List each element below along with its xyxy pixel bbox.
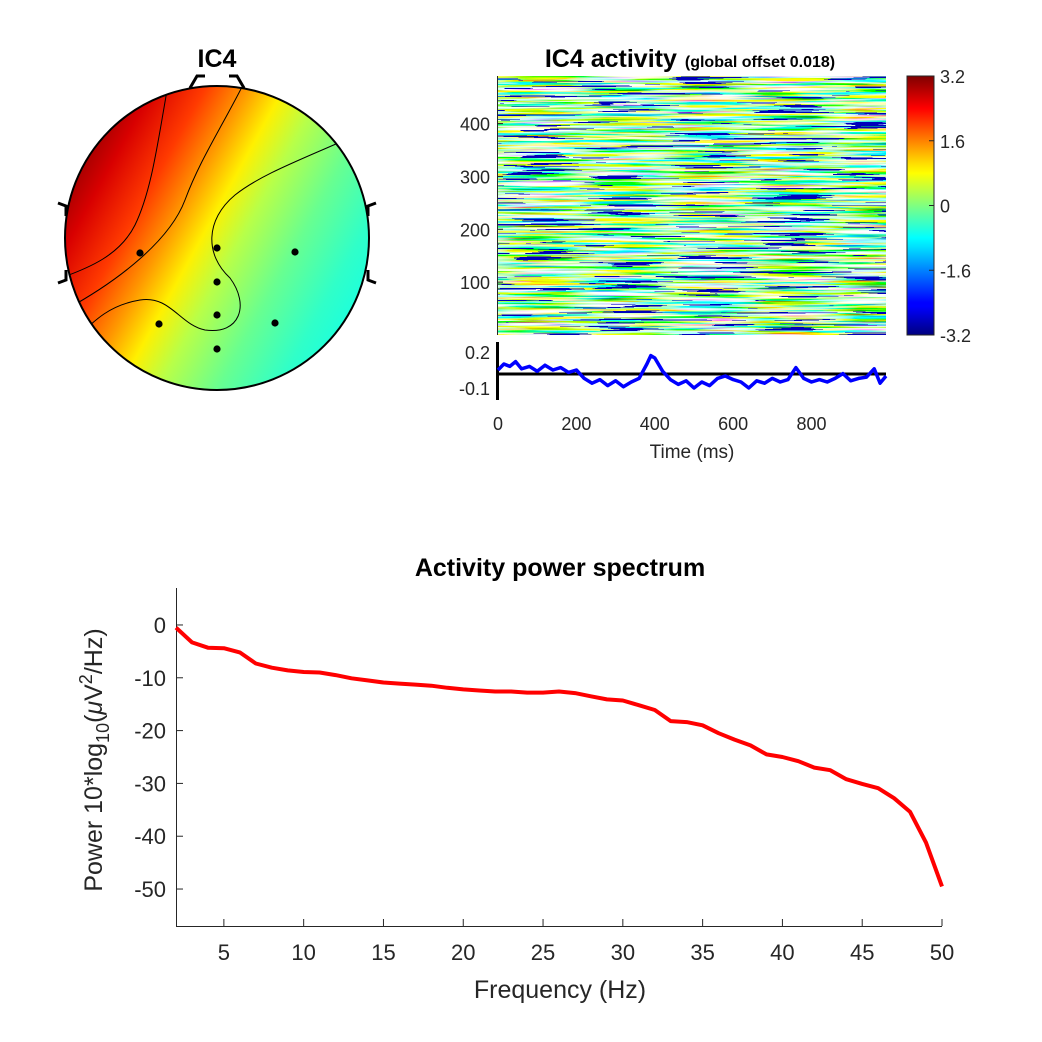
ylabel-superscript: 2: [76, 674, 96, 684]
colorbar-ticks: 3.2 1.6 0 -1.6 -3.2: [929, 67, 971, 346]
electrode-dot: [213, 345, 221, 353]
ylabel-mu: μ: [80, 701, 108, 716]
spectrum-y-tick-label: -40: [134, 824, 166, 849]
left-ear-icon: [57, 270, 68, 285]
electrode-dot: [155, 320, 163, 328]
spectrum-line: [174, 626, 944, 888]
colorbar-tick-label: -3.2: [940, 326, 971, 346]
spectrum-x-tick-label: 15: [371, 940, 395, 965]
colorbar-tick-label: 0: [940, 197, 950, 217]
topoplot: IC4: [57, 45, 377, 391]
ylabel-part: (: [80, 714, 108, 723]
erp-title-main: IC4 activity: [545, 45, 677, 73]
spectrum-title: Activity power spectrum: [415, 554, 705, 582]
erp-average-line: [496, 353, 888, 390]
right-ear-icon: [366, 270, 377, 285]
nose-icon: [229, 74, 246, 89]
erp-xlabel: Time (ms): [650, 442, 735, 463]
erp-x-tick-label: 800: [797, 414, 827, 434]
electrode-dot: [213, 244, 221, 252]
spectrum-x-tick-label: 50: [930, 940, 954, 965]
spectrum-y-tick-label: -50: [134, 877, 166, 902]
ylabel-part: Power 10*log: [80, 743, 108, 892]
spectrum-xlabel: Frequency (Hz): [474, 976, 646, 1004]
spectrum-x-tick-label: 5: [218, 940, 230, 965]
ylabel-part: V: [80, 684, 108, 701]
right-ear-icon: [366, 201, 377, 216]
topo-contours: [65, 86, 346, 336]
spectrum-ticks: 5 10 15 20 25 30 35 40 45 50 0 -10 -20 -30 -40 -50: [134, 613, 954, 965]
electrode-dot: [213, 278, 221, 286]
spectrum-y-tick-label: 0: [154, 613, 166, 638]
electrode-dot: [291, 248, 299, 256]
head-outline: [64, 85, 370, 391]
erp-average-y-ticks: 0.2 -0.1: [459, 343, 490, 399]
colorbar-tick-label: -1.6: [940, 261, 971, 281]
erp-image-y-ticks: 100 200 300 400: [460, 115, 503, 293]
electrode-dot: [271, 319, 279, 327]
spectrum-x-tick-label: 20: [451, 940, 475, 965]
scalp-map: [65, 86, 369, 390]
erp-image-y-tick-label: 300: [460, 167, 490, 187]
colorbar-tick-label: 1.6: [940, 132, 965, 152]
erp-x-tick-label: 200: [561, 414, 591, 434]
erp-image-title: IC4 activity (global offset 0.018): [545, 45, 835, 73]
erp-x-tick-label: 0: [493, 414, 503, 434]
erp-average-x-ticks: 0 200 400 600 800: [493, 414, 827, 434]
erp-average-y-tick-label: -0.1: [459, 379, 490, 399]
spectrum-x-tick-label: 30: [611, 940, 635, 965]
spectrum-y-tick-label: -10: [134, 666, 166, 691]
spectrum-x-tick-label: 40: [770, 940, 794, 965]
topo-title: IC4: [198, 45, 237, 73]
ylabel-subscript: 10: [93, 723, 113, 743]
ylabel-part: /Hz): [80, 628, 108, 674]
spectrum-x-tick-label: 45: [850, 940, 874, 965]
erp-image-y-tick-label: 100: [460, 273, 490, 293]
spectrum-ylabel: Power 10*log10(μV2/Hz): [76, 628, 113, 891]
spectrum-y-tick-label: -30: [134, 771, 166, 796]
erp-image: [498, 76, 886, 335]
erp-average-panel: 0.2 -0.1 0 200 400 600 800 Time (ms): [459, 342, 888, 463]
left-ear-icon: [57, 201, 68, 216]
electrode-dot: [136, 249, 144, 257]
erp-image-y-tick-label: 400: [460, 115, 490, 135]
spectrum-x-tick-label: 10: [291, 940, 315, 965]
electrodes: [136, 244, 299, 353]
erp-x-tick-label: 600: [718, 414, 748, 434]
colorbar-tick-label: 3.2: [940, 67, 965, 87]
erp-image-panel: IC4 activity (global offset 0.018) 100 200…: [460, 45, 971, 346]
erp-x-tick-label: 400: [640, 414, 670, 434]
spectrum-y-tick-label: -20: [134, 719, 166, 744]
nose-icon: [188, 74, 205, 89]
spectrum-x-tick-label: 35: [690, 940, 714, 965]
electrode-dot: [213, 311, 221, 319]
spectrum-panel: Activity power spectrum 5 10 15 20 25 30 35 40 4…: [76, 554, 954, 1004]
spectrum-x-tick-label: 25: [531, 940, 555, 965]
erp-average-y-tick-label: 0.2: [465, 343, 490, 363]
erp-image-y-tick-label: 200: [460, 220, 490, 240]
erp-title-sub: (global offset 0.018): [685, 54, 835, 71]
